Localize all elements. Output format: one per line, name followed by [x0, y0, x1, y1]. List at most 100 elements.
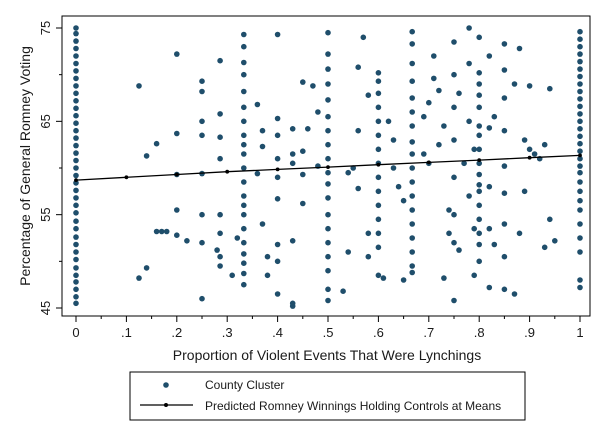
predicted-line-marker: [376, 162, 381, 167]
scatter-point: [241, 59, 247, 66]
scatter-point: [476, 104, 483, 111]
scatter-point: [577, 221, 583, 227]
scatter-point: [73, 45, 79, 52]
scatter-point: [409, 41, 416, 47]
scatter-point: [476, 216, 483, 223]
x-tick-label: .4: [272, 325, 283, 340]
scatter-point: [310, 83, 316, 89]
y-tick-label: 45: [38, 301, 53, 315]
scatter-point: [241, 118, 247, 125]
scatter-point: [471, 272, 478, 279]
scatter-point: [355, 185, 362, 192]
scatter-point: [325, 66, 331, 72]
scatter-point: [501, 127, 508, 134]
scatter-point: [259, 143, 266, 150]
scatter-point: [73, 195, 79, 201]
scatter-point: [325, 29, 331, 36]
scatter-point: [241, 132, 247, 139]
y-tick-label: 65: [38, 114, 53, 128]
scatter-point: [375, 78, 382, 84]
scatter-point: [199, 88, 205, 95]
scatter-point: [73, 150, 79, 156]
scatter-point: [476, 230, 483, 237]
scatter-point: [476, 188, 483, 195]
scatter-point: [476, 202, 483, 209]
scatter-point: [409, 139, 416, 145]
scatter-point: [217, 263, 223, 269]
scatter-point: [345, 249, 352, 255]
scatter-point: [325, 97, 331, 103]
scatter-point: [300, 148, 306, 154]
scatter-point: [577, 96, 583, 102]
scatter-point: [325, 225, 331, 232]
scatter-point: [241, 270, 247, 277]
x-tick-label: .2: [171, 325, 182, 340]
predicted-line-marker: [578, 153, 582, 158]
scatter-point: [325, 81, 331, 87]
scatter-point: [501, 41, 508, 47]
scatter-point: [486, 284, 493, 291]
scatter-point: [143, 153, 150, 159]
scatter-point: [375, 90, 382, 97]
scatter-point: [436, 87, 442, 94]
scatter-point: [426, 99, 432, 106]
scatter-point: [466, 118, 472, 125]
scatter-point: [241, 104, 247, 111]
scatter-point: [199, 239, 205, 246]
scatter-point: [73, 127, 79, 134]
scatter-point: [289, 303, 296, 309]
scatter-point: [241, 165, 247, 171]
scatter-point: [73, 256, 79, 263]
scatter-point: [375, 174, 382, 181]
predicted-line-marker: [426, 160, 431, 165]
scatter-point: [577, 51, 583, 57]
scatter-point: [241, 151, 247, 157]
x-axis-label: Proportion of Violent Events That Were L…: [173, 347, 481, 363]
scatter-point: [325, 181, 331, 187]
scatter-point: [360, 34, 367, 41]
scatter-point: [577, 43, 583, 50]
scatter-point: [73, 112, 79, 119]
scatter-point: [274, 196, 281, 202]
scatter-point: [409, 151, 416, 157]
scatter-point: [73, 279, 79, 285]
scatter-point: [300, 171, 306, 178]
scatter-point: [217, 211, 223, 218]
scatter-point: [73, 265, 79, 271]
scatter-point: [471, 146, 478, 153]
scatter-point: [486, 225, 493, 232]
scatter-point: [375, 272, 382, 279]
x-tick-label: .6: [373, 325, 384, 340]
scatter-point: [511, 81, 518, 87]
scatter-point: [73, 272, 79, 279]
scatter-point: [577, 118, 583, 125]
scatter-point: [241, 179, 247, 185]
scatter-point: [259, 221, 266, 227]
scatter-point: [73, 30, 79, 37]
scatter-point: [400, 197, 407, 204]
scatter-point: [577, 197, 583, 204]
legend-label-points: County Cluster: [205, 378, 284, 392]
scatter-point: [375, 216, 382, 223]
scatter-point: [241, 260, 247, 267]
scatter-point: [241, 251, 247, 257]
scatter-point: [274, 31, 281, 38]
predicted-line-marker: [174, 172, 179, 177]
scatter-point: [409, 263, 416, 269]
scatter-point: [577, 88, 583, 95]
scatter-point: [325, 169, 331, 176]
scatter-point: [325, 141, 331, 148]
scatter-point: [355, 127, 362, 134]
scatter-point: [521, 137, 528, 143]
scatter-point: [136, 83, 142, 89]
scatter-point: [501, 221, 508, 227]
scatter-point: [153, 140, 160, 147]
x-tick-label: 1: [576, 325, 583, 340]
scatter-point: [409, 179, 416, 185]
scatter-point: [577, 163, 583, 169]
scatter-point: [577, 103, 583, 110]
scatter-point: [73, 225, 79, 232]
scatter-point: [174, 130, 180, 137]
scatter-point: [385, 118, 392, 125]
scatter-point: [300, 200, 306, 207]
